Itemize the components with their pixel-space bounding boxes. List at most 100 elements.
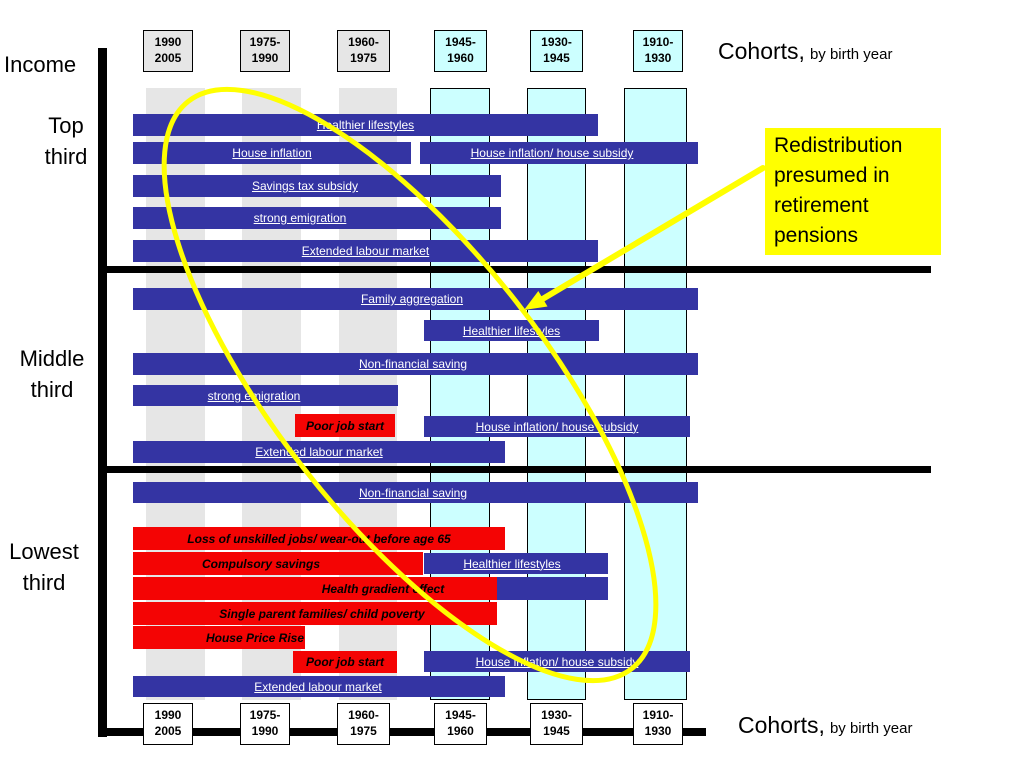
- bar-label: Poor job start: [305, 418, 385, 433]
- bar-label: Non-financial saving: [358, 357, 468, 371]
- cohort-box-top-3: 1960- 1975: [337, 30, 390, 72]
- tier-label-line: third: [30, 377, 74, 402]
- bar-label: Family aggregation: [360, 292, 464, 306]
- tier-label-line: third: [22, 570, 66, 595]
- cohorts-caption-bottom: Cohorts, by birth year: [738, 712, 912, 739]
- bar-segment: [497, 577, 608, 600]
- bar-healthier-lifestyles: Healthier lifestyles: [133, 114, 598, 136]
- cohort-box-label-line: 1930-: [541, 708, 572, 723]
- cohort-box-label-line: 1990: [154, 708, 182, 723]
- bar-healthier-lifestyles: Healthier lifestyles: [424, 553, 608, 574]
- bar-healthier-lifestyles: Healthier lifestyles: [424, 320, 599, 341]
- bar-poor-job-start: Poor job start: [293, 651, 397, 673]
- cohort-box-label-line: 1960-: [348, 708, 379, 723]
- bar-label: Healthier lifestyles: [463, 556, 561, 571]
- cohort-box-label-line: 1975-: [249, 35, 281, 50]
- cohort-box-label-line: 1960: [447, 51, 474, 65]
- bar-label: strong emigration: [253, 211, 347, 225]
- cohort-box-bottom-4: 1945- 1960: [434, 703, 487, 745]
- cohorts-caption-top: Cohorts, by birth year: [718, 38, 892, 65]
- bar-label: Extended labour market: [254, 679, 382, 694]
- bar-house-inflation-house-subsidy: House inflation/ house subsidy: [420, 142, 698, 164]
- cohort-box-bottom-1: 1990 2005: [143, 703, 193, 745]
- bar-label: Extended labour market: [301, 244, 430, 258]
- cohort-box-top-5: 1930- 1945: [530, 30, 583, 72]
- cohort-band-5: [527, 88, 586, 700]
- cohort-box-label-line: 1945: [543, 51, 570, 65]
- bar-label: House inflation: [232, 146, 312, 160]
- bar-label: Compulsory savings: [201, 556, 321, 571]
- bar-extended-labour-market: Extended labour market: [133, 441, 505, 463]
- bar-health-gradient-effect: Health gradient effect: [133, 577, 497, 600]
- cohort-box-label-line: 2005: [154, 724, 182, 738]
- tier-label-line: Lowest: [9, 539, 79, 564]
- bar-extended-labour-market: Extended labour market: [133, 240, 598, 262]
- bar-house-inflation-house-subsidy: House inflation/ house subsidy: [424, 416, 690, 437]
- y-axis-line: [98, 48, 107, 737]
- bar-label: House inflation/ house subsidy: [475, 419, 639, 434]
- cohort-box-top-1: 1990 2005: [143, 30, 193, 72]
- bar-label: House inflation/ house subsidy: [470, 146, 634, 160]
- tier-separator-middle-lowest: [98, 466, 931, 473]
- bar-label: Extended labour market: [255, 445, 383, 459]
- cohort-box-bottom-6: 1910- 1930: [633, 703, 683, 745]
- cohort-box-label-line: 1910-: [642, 35, 674, 50]
- cohort-box-label-line: 1975-: [249, 708, 281, 723]
- bar-poor-job-start: Poor job start: [295, 414, 395, 437]
- cohort-box-label-line: 1945: [543, 724, 570, 738]
- bar-loss-of-unskilled-jobs-wear-out-before-age-65: Loss of unskilled jobs/ wear-out before …: [133, 527, 505, 550]
- bar-savings-tax-subsidy: Savings tax subsidy: [133, 175, 501, 197]
- cohort-box-label-line: 1930: [644, 51, 672, 65]
- cohort-box-label-line: 1990: [251, 724, 279, 738]
- cohort-box-label-line: 2005: [154, 51, 182, 65]
- bar-label: Single parent families/ child poverty: [219, 606, 425, 621]
- bar-house-inflation-house-subsidy: House inflation/ house subsidy: [424, 651, 690, 672]
- redistribution-callout: Redistribution presumed in retirement pe…: [765, 128, 941, 255]
- bar-house-price-rise: House Price Rise: [133, 626, 305, 649]
- bar-non-financial-saving: Non-financial saving: [133, 353, 698, 375]
- bar-label: Healthier lifestyles: [316, 118, 415, 132]
- cohorts-caption-bottom-sub: by birth year: [829, 720, 913, 737]
- bar-extended-labour-market: Extended labour market: [133, 676, 505, 697]
- cohort-box-label-line: 1945-: [445, 708, 476, 723]
- bar-label: Poor job start: [305, 655, 385, 669]
- bar-label: Savings tax subsidy: [251, 179, 359, 193]
- tier-label-line: Top: [48, 113, 84, 138]
- tier-label-line: Middle: [19, 346, 85, 371]
- cohort-box-label-line: 1975: [350, 51, 377, 65]
- cohort-box-label-line: 1960-: [348, 35, 379, 50]
- tier-separator-top-middle: [98, 266, 931, 273]
- tier-label-lowest-third: Lowest third: [0, 536, 88, 598]
- bar-family-aggregation: Family aggregation: [133, 288, 698, 310]
- income-axis-label: Income: [4, 52, 77, 77]
- tier-label-middle-third: Middle third: [8, 343, 96, 405]
- cohort-band-6: [624, 88, 687, 700]
- cohort-box-top-4: 1945- 1960: [434, 30, 487, 72]
- tier-label-line: third: [44, 144, 88, 169]
- bar-label: strong emigration: [207, 388, 301, 403]
- bar-house-inflation: House inflation: [133, 142, 411, 164]
- cohort-box-bottom-2: 1975- 1990: [240, 703, 290, 745]
- bar-label: Health gradient effect: [321, 581, 445, 596]
- bar-strong-emigration: strong emigration: [133, 207, 501, 229]
- cohort-box-label-line: 1930: [644, 724, 672, 738]
- cohort-box-label-line: 1910-: [642, 708, 674, 723]
- cohorts-caption-top-main: Cohorts,: [718, 38, 805, 64]
- bar-label: Healthier lifestyles: [462, 323, 561, 338]
- x-axis-line: [98, 728, 706, 736]
- bar-compulsory-savings: Compulsory savings: [133, 552, 423, 575]
- cohorts-caption-top-sub: by birth year: [809, 46, 893, 63]
- bar-non-financial-saving: Non-financial saving: [133, 482, 698, 503]
- tier-label-top-third: Top third: [22, 110, 110, 172]
- cohort-box-label-line: 1945-: [445, 35, 476, 50]
- cohort-box-label-line: 1975: [350, 724, 377, 738]
- bar-label: Non-financial saving: [358, 485, 468, 500]
- cohort-box-label-line: 1930-: [541, 35, 572, 50]
- bar-label: House inflation/ house subsidy: [475, 654, 639, 669]
- cohort-box-label-line: 1990: [251, 51, 279, 65]
- bar-single-parent-families-child-poverty: Single parent families/ child poverty: [133, 602, 497, 625]
- bar-label: House Price Rise: [205, 630, 305, 645]
- cohort-box-top-2: 1975- 1990: [240, 30, 290, 72]
- cohort-box-bottom-5: 1930- 1945: [530, 703, 583, 745]
